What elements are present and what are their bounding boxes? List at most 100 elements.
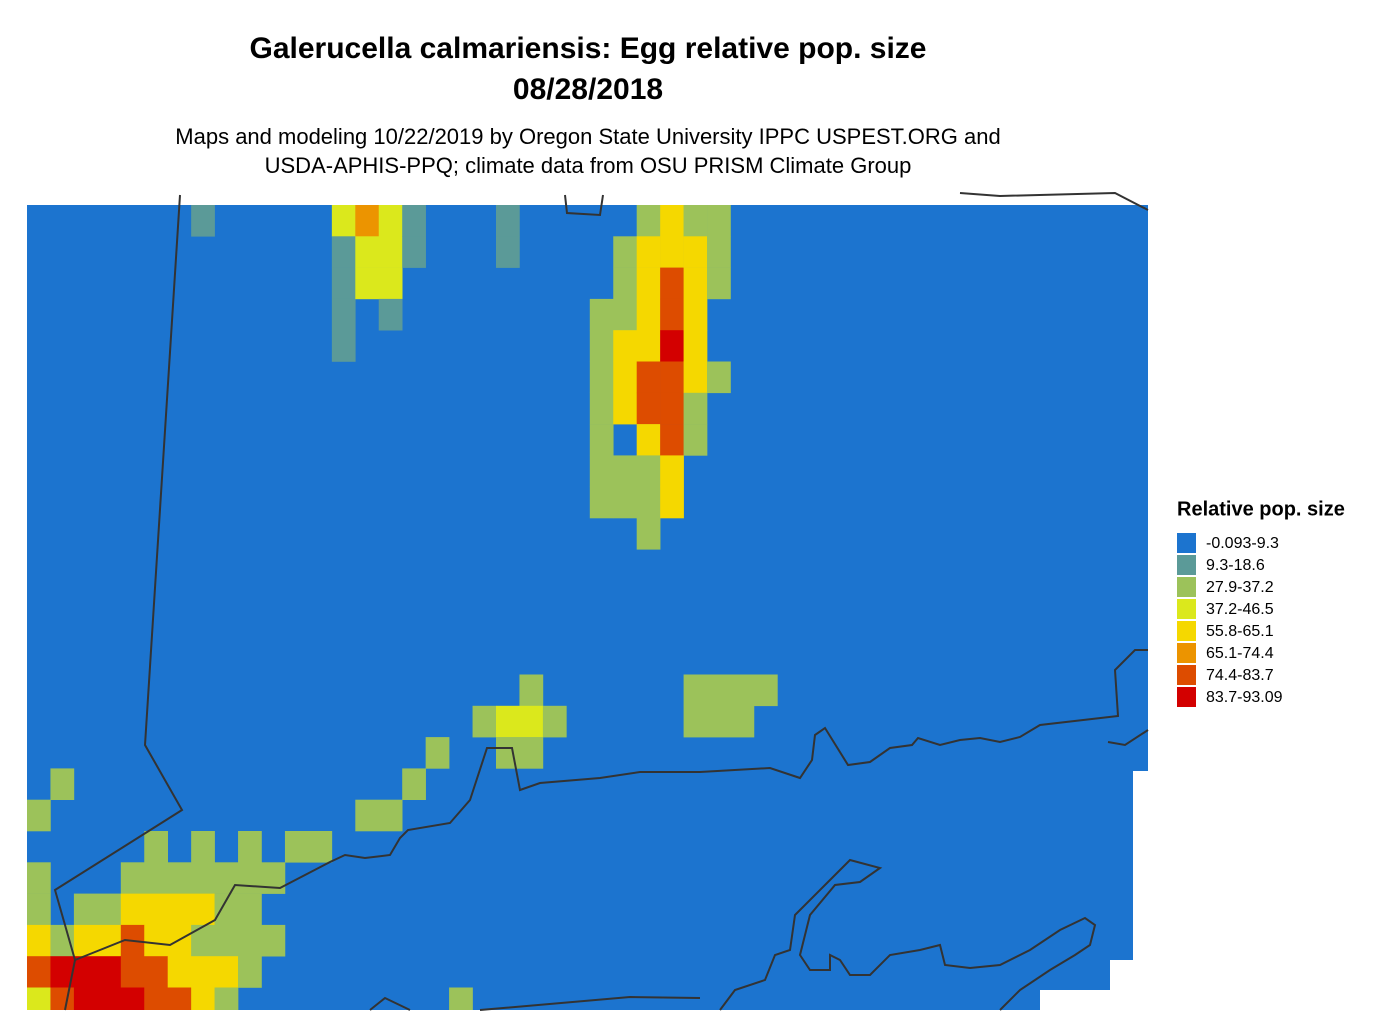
raster-cell <box>27 956 51 988</box>
raster-cell <box>496 737 544 769</box>
raster-cell <box>425 737 450 769</box>
raster-cell <box>613 486 637 519</box>
raster-cell <box>238 956 262 988</box>
raster-cell <box>449 987 473 1010</box>
raster-cell <box>27 924 51 957</box>
raster <box>27 205 1148 1010</box>
raster-cell <box>660 267 684 300</box>
raster-cell <box>73 893 122 926</box>
raster-cell <box>120 893 215 926</box>
legend-label: 65.1-74.4 <box>1206 645 1274 662</box>
raster-cell <box>191 831 215 863</box>
raster-cell <box>707 236 731 268</box>
raster-cell <box>378 236 403 268</box>
legend-swatch <box>1177 665 1196 685</box>
raster-cell <box>613 330 637 362</box>
raster-cell <box>73 987 145 1010</box>
raster-cell <box>636 455 661 487</box>
state-border <box>53 194 184 1011</box>
legend-swatch <box>1177 555 1196 575</box>
raster-cell <box>402 236 426 268</box>
raster-cell <box>660 205 684 237</box>
title: Galerucella calmariensis: Egg relative p… <box>250 32 927 65</box>
raster-cell <box>378 205 403 237</box>
legend-swatch <box>1177 643 1196 663</box>
legend-label: 83.7-93.09 <box>1206 689 1283 706</box>
raster-cell <box>589 486 614 519</box>
raster-cell <box>331 205 356 237</box>
raster-cell <box>144 831 168 863</box>
raster-cell <box>120 862 286 894</box>
raster-cell <box>542 705 567 738</box>
raster-cell <box>707 267 731 300</box>
legend-swatch <box>1177 577 1196 597</box>
legend-swatch <box>1177 533 1196 553</box>
raster-cell <box>636 361 661 394</box>
raster-cell <box>191 205 215 237</box>
raster-cell <box>683 674 778 707</box>
raster-cell <box>378 267 403 300</box>
raster-cell <box>660 455 684 487</box>
raster-cell <box>27 862 51 894</box>
raster-cell <box>683 205 708 237</box>
raster-cell <box>636 330 661 362</box>
legend: -0.093-9.3 9.3-18.6 27.9-37.2 37.2-46.5 55.8… <box>1177 533 1283 707</box>
raster-cell <box>355 236 380 268</box>
raster-cell <box>683 424 708 456</box>
raster-cell <box>683 361 708 394</box>
raster-cell <box>496 705 544 738</box>
raster-cell <box>660 486 684 519</box>
raster-cell <box>589 330 614 362</box>
raster-cell <box>660 330 684 362</box>
raster-cell <box>355 205 380 237</box>
raster-cell <box>613 392 637 425</box>
raster-cell <box>660 424 684 456</box>
raster-cell <box>683 705 755 738</box>
legend-label: 55.8-65.1 <box>1206 623 1274 640</box>
raster-cell <box>402 205 426 237</box>
raster-cell <box>27 893 51 926</box>
raster-cell <box>331 330 356 362</box>
raster-cell <box>191 924 286 957</box>
legend-label: 27.9-37.2 <box>1206 579 1274 596</box>
raster-cell <box>683 330 708 362</box>
raster-cell <box>27 987 51 1010</box>
raster-cell <box>496 205 520 237</box>
raster-cell <box>683 298 708 331</box>
raster-cell <box>636 298 661 331</box>
raster-cell <box>707 361 731 394</box>
raster-cell <box>660 392 684 425</box>
raster-cell <box>683 236 708 268</box>
legend-label: -0.093-9.3 <box>1206 535 1279 552</box>
raster-cell <box>355 267 380 300</box>
raster-cell <box>589 424 614 456</box>
subtitle: USDA-APHIS-PPQ; climate data from OSU PR… <box>265 153 912 178</box>
coastline <box>1107 729 1149 747</box>
raster-cell <box>589 361 614 394</box>
legend-swatch <box>1177 599 1196 619</box>
legend-label: 74.4-83.7 <box>1206 667 1274 684</box>
raster-cell <box>589 298 614 331</box>
raster-cell <box>636 392 661 425</box>
raster-cell <box>683 267 708 300</box>
raster-cell <box>636 486 661 519</box>
raster-cell <box>683 392 708 425</box>
raster-cell <box>50 956 122 988</box>
legend-label: 9.3-18.6 <box>1206 557 1265 574</box>
raster-cell <box>120 956 168 988</box>
raster-cell <box>660 236 684 268</box>
raster-cell <box>50 987 75 1010</box>
raster-cell <box>636 236 661 268</box>
raster-cell <box>284 831 333 863</box>
raster-cell <box>167 956 239 988</box>
raster-cell <box>50 924 75 957</box>
raster-cell <box>613 267 637 300</box>
raster-cell <box>496 236 520 268</box>
borders <box>53 191 1149 1011</box>
legend-swatch <box>1177 621 1196 641</box>
raster-cell <box>660 298 684 331</box>
coastline <box>479 995 701 1011</box>
raster-cell <box>144 987 192 1010</box>
raster-cell <box>472 705 497 738</box>
